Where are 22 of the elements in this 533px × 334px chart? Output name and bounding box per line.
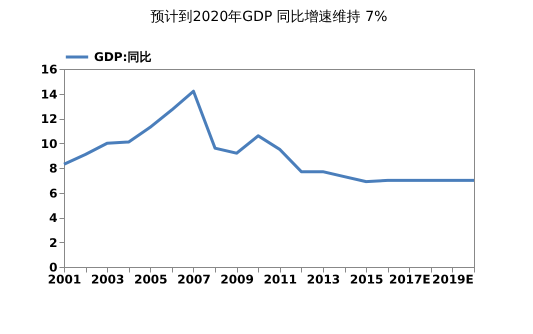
x-tick-label: 2003 xyxy=(90,272,124,286)
x-tick-label: 2015 xyxy=(350,272,384,286)
x-tick-label: 2001 xyxy=(48,272,82,286)
y-tick-label: 16 xyxy=(40,62,58,76)
y-tick-label: 8 xyxy=(49,162,58,176)
y-tick-label: 2 xyxy=(49,236,58,250)
y-tick-label: 4 xyxy=(49,211,58,225)
y-tick-label: 0 xyxy=(49,260,58,274)
x-tick-label: 2011 xyxy=(264,272,297,286)
x-tick-label: 2017E xyxy=(388,272,431,286)
y-tick-label: 6 xyxy=(49,186,58,200)
legend-label: GDP:同比 xyxy=(94,50,152,64)
y-tick-label: 10 xyxy=(40,136,58,151)
x-tick-label: 2005 xyxy=(134,272,168,286)
y-tick-label: 14 xyxy=(40,87,58,102)
line-series xyxy=(62,90,476,184)
x-tick-label: 2013 xyxy=(306,272,340,286)
chart-title: 预计到2020年GDP 同比增速维持 7% xyxy=(150,9,388,25)
x-tick-label: 2007 xyxy=(177,272,211,286)
y-tick-label: 12 xyxy=(40,112,58,126)
x-tick-label: 2009 xyxy=(220,272,254,286)
x-tick-label: 2019E xyxy=(432,272,474,286)
